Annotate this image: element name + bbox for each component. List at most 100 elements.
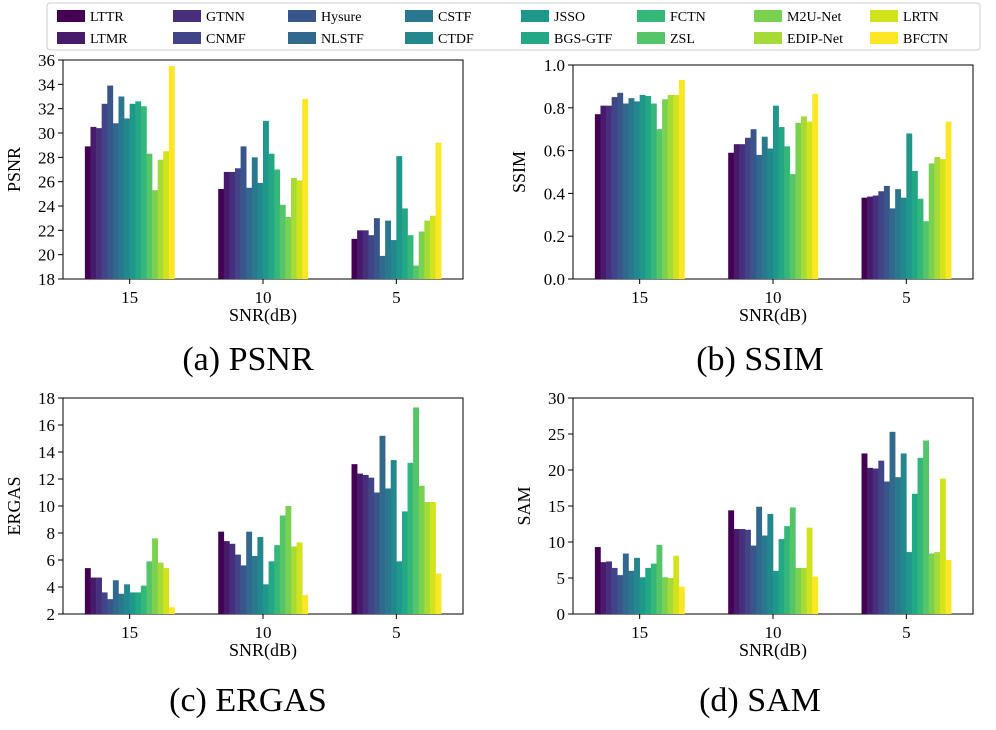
- bar-m2u-net-10: [285, 216, 292, 279]
- bar-cnmf-15: [101, 592, 108, 614]
- bar-edip-net-10: [801, 116, 807, 279]
- x-tick-label: 5: [902, 288, 911, 307]
- x-tick-label: 10: [255, 288, 272, 307]
- bar-bfctn-15: [168, 66, 175, 279]
- legend-label-edip-net: EDIP-Net: [787, 32, 843, 47]
- bar-fctn-15: [140, 106, 147, 279]
- bar-ltmr-5: [357, 230, 364, 279]
- bar-nlstf-5: [379, 435, 386, 614]
- bar-nlstf-15: [112, 580, 119, 614]
- bar-gtnn-15: [606, 105, 612, 279]
- bar-gtnn-10: [229, 171, 236, 279]
- legend-swatch-cnmf: [173, 32, 201, 44]
- bar-m2u-net-10: [795, 567, 802, 614]
- x-tick-label: 15: [121, 623, 138, 642]
- bar-hysure-5: [373, 492, 380, 614]
- bar-hysure-5: [883, 481, 890, 614]
- bar-lrtn-5: [429, 501, 436, 614]
- bar-bfctn-10: [812, 576, 819, 614]
- bar-cstf-15: [628, 98, 635, 279]
- bar-gtnn-5: [872, 468, 879, 614]
- y-tick-label: 34: [38, 75, 56, 94]
- bar-cnmf-5: [878, 460, 885, 614]
- bar-bgs-gtf-15: [135, 592, 142, 614]
- y-tick-label: 18: [38, 389, 55, 408]
- bar-jsso-15: [639, 577, 646, 614]
- legend-swatch-m2u-net: [754, 10, 782, 22]
- legend-swatch-lrtn: [870, 10, 898, 22]
- bar-zsl-10: [789, 507, 796, 614]
- legend-label-lrtn: LRTN: [903, 10, 939, 25]
- y-tick-label: 0.0: [544, 270, 565, 289]
- bar-edip-net-5: [934, 552, 941, 614]
- bar-cstf-5: [895, 189, 902, 279]
- bar-bfctn-10: [302, 595, 309, 614]
- bar-ctdf-15: [634, 557, 640, 614]
- bar-hysure-15: [107, 85, 114, 279]
- bar-nlstf-15: [622, 553, 629, 614]
- y-axis-label: SSIM: [509, 151, 529, 193]
- bar-cstf-15: [118, 96, 125, 279]
- legend-label-ltmr: LTMR: [90, 32, 128, 47]
- bar-hysure-10: [240, 565, 247, 614]
- bar-bfctn-5: [945, 560, 952, 614]
- bar-ctdf-15: [124, 118, 130, 280]
- legend-swatch-cstf: [405, 10, 433, 22]
- bar-zsl-5: [413, 407, 420, 614]
- legend-frame: [46, 2, 981, 51]
- legend-label-hysure: Hysure: [321, 10, 361, 25]
- chart-psnr: 18 20 22 24 26 28 30 32 34 36 15 10 5 SNR(dB) PSNR (a) …: [4, 51, 464, 378]
- panel-caption: (d) SAM: [699, 682, 821, 719]
- bar-zsl-10: [789, 174, 796, 279]
- bar-gtnn-5: [362, 474, 369, 614]
- bar-bgs-gtf-5: [401, 511, 408, 614]
- bar-edip-net-5: [934, 157, 941, 279]
- bar-bgs-gtf-15: [135, 101, 142, 280]
- x-axis-label: SNR(dB): [739, 305, 807, 326]
- bar-gtnn-15: [606, 561, 612, 614]
- bar-cnmf-15: [611, 567, 618, 614]
- y-tick-label: 25: [548, 425, 565, 444]
- bar-cnmf-5: [368, 235, 375, 279]
- bar-lrtn-10: [296, 542, 303, 614]
- bar-hysure-15: [107, 599, 114, 614]
- legend-swatch-zsl: [637, 32, 665, 44]
- y-tick-label: 6: [47, 551, 56, 570]
- x-tick-label: 15: [631, 288, 648, 307]
- bar-m2u-net-15: [662, 99, 668, 280]
- bar-nlstf-5: [889, 208, 896, 279]
- x-tick-label: 15: [121, 288, 138, 307]
- y-tick-label: 2: [47, 605, 56, 624]
- bar-hysure-10: [750, 545, 757, 614]
- y-tick-label: 16: [38, 416, 55, 435]
- bar-lrtn-10: [296, 180, 303, 279]
- panel-caption: (b) SSIM: [696, 341, 824, 378]
- bar-lrtn-10: [806, 527, 813, 614]
- bar-gtnn-10: [739, 144, 746, 279]
- bar-ctdf-15: [124, 584, 130, 614]
- bar-zsl-15: [146, 561, 153, 614]
- y-tick-label: 4: [47, 578, 56, 597]
- bar-bfctn-5: [435, 573, 442, 614]
- bar-fctn-5: [917, 198, 924, 279]
- x-tick-label: 15: [631, 623, 648, 642]
- bar-edip-net-10: [801, 567, 807, 614]
- panel-caption: (a) PSNR: [182, 341, 314, 378]
- y-tick-label: 8: [47, 524, 56, 543]
- chart-ssim: 0.0 0.2 0.4 0.6 0.8 1.0 15 10 5 SNR(dB) SSIM (b) SS…: [509, 56, 974, 378]
- bar-jsso-10: [263, 584, 269, 614]
- legend-swatch-jsso: [521, 10, 549, 22]
- bar-nlstf-10: [246, 531, 253, 614]
- bar-ltmr-10: [733, 529, 740, 614]
- y-axis-label: PSNR: [4, 147, 24, 192]
- bar-zsl-15: [656, 544, 663, 614]
- y-tick-label: 10: [38, 497, 55, 516]
- bar-zsl-15: [656, 129, 663, 279]
- legend-label-m2u-net: M2U-Net: [787, 10, 842, 25]
- bar-edip-net-10: [291, 546, 297, 614]
- bar-nlstf-15: [622, 103, 629, 280]
- bar-cstf-10: [761, 136, 768, 279]
- legend-swatch-hysure: [288, 10, 316, 22]
- bar-cnmf-5: [368, 477, 375, 614]
